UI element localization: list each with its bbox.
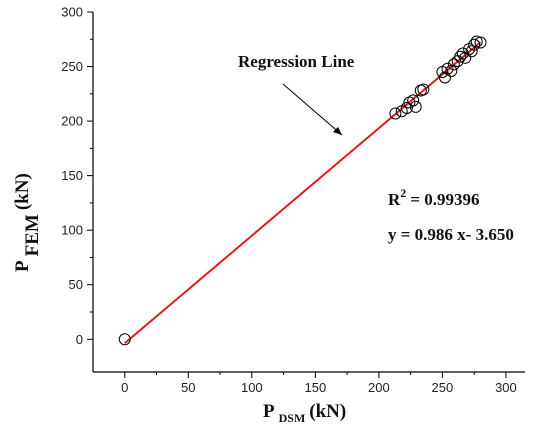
x-tick-label: 0 [121, 380, 128, 395]
y-tick-label: 150 [61, 168, 83, 183]
regression-equation: y = 0.986 x- 3.650 [388, 225, 514, 244]
data-point [389, 107, 402, 120]
x-tick-label: 150 [305, 380, 327, 395]
x-tick-label: 250 [432, 380, 454, 395]
x-tick-label: 300 [495, 380, 517, 395]
y-tick-label: 250 [61, 59, 83, 74]
y-tick-label: 100 [61, 223, 83, 238]
data-point [118, 333, 131, 346]
data-point [468, 38, 481, 51]
data-point [447, 58, 460, 71]
data-point [459, 51, 472, 64]
y-tick-label: 200 [61, 114, 83, 129]
regression-arrow [282, 83, 343, 136]
data-point [400, 102, 413, 114]
data-point [474, 36, 487, 49]
x-tick-label: 200 [368, 380, 390, 395]
y-tick-label: 50 [69, 277, 83, 292]
regression-arrow-head [333, 127, 342, 135]
r-squared: R2 = 0.99396 [388, 186, 479, 209]
data-point [454, 50, 467, 63]
data-point [438, 71, 451, 84]
x-tick-label: 100 [241, 380, 263, 395]
x-axis-title: P DSM (kN) [263, 401, 346, 425]
y-tick-label: 300 [61, 5, 83, 20]
y-tick-label: 0 [76, 332, 83, 347]
y-axis-title: PFEM(kN) [12, 173, 43, 272]
x-tick-label: 50 [181, 380, 195, 395]
data-point [445, 64, 458, 77]
data-point [465, 45, 478, 58]
data-point [407, 94, 420, 107]
regression-line [124, 41, 482, 345]
regression-label: Regression Line [238, 52, 355, 71]
data-point [409, 100, 422, 113]
data-point [417, 83, 430, 96]
